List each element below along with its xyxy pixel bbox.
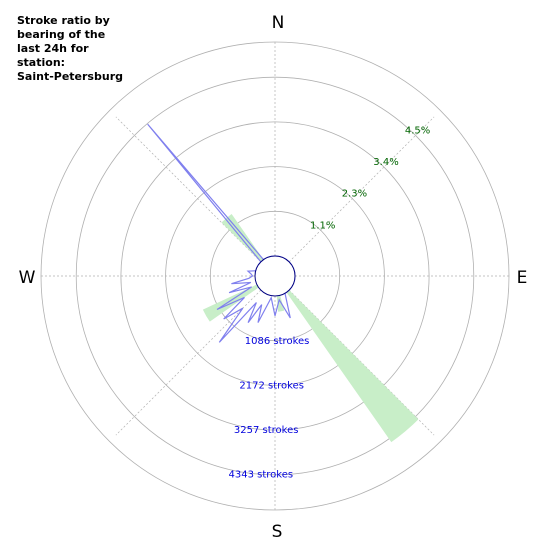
polar-grid (40, 41, 510, 511)
ratio-wedge (286, 290, 419, 443)
stroke-ring-label: 4343 strokes (229, 469, 294, 480)
chart-title: Stroke ratio by bearing of the last 24h … (17, 14, 123, 83)
stroke-ratio-series (202, 214, 419, 443)
grid-ring (120, 121, 430, 431)
title-line: bearing of the (17, 28, 105, 41)
ring-labels: 1.1% 2.3% 3.4% 4.5% 1086 strokes 2172 strokes… (229, 125, 431, 480)
title-line: last 24h for (17, 42, 89, 55)
ratio-wedge (276, 295, 285, 312)
stroke-ring-label: 3257 strokes (234, 425, 299, 436)
grid-spoke (115, 289, 262, 436)
ratio-ring-label: 3.4% (373, 157, 398, 168)
stroke-ring-label: 2172 strokes (239, 381, 304, 392)
title-line: Saint-Petersburg (17, 70, 123, 83)
title-line: Stroke ratio by (17, 14, 110, 27)
compass-south-label: S (272, 522, 283, 542)
compass-north-label: N (272, 13, 285, 33)
compass-west-label: W (19, 268, 36, 288)
station-center-circle (254, 255, 296, 297)
ratio-ring-label: 1.1% (310, 220, 335, 231)
ratio-ring-label: 2.3% (342, 189, 367, 200)
stroke-ring-label: 1086 strokes (245, 336, 310, 347)
compass-east-label: E (517, 268, 528, 288)
ratio-ring-label: 4.5% (405, 125, 430, 136)
grid-ring (75, 76, 475, 476)
title-line: station: (17, 56, 65, 69)
